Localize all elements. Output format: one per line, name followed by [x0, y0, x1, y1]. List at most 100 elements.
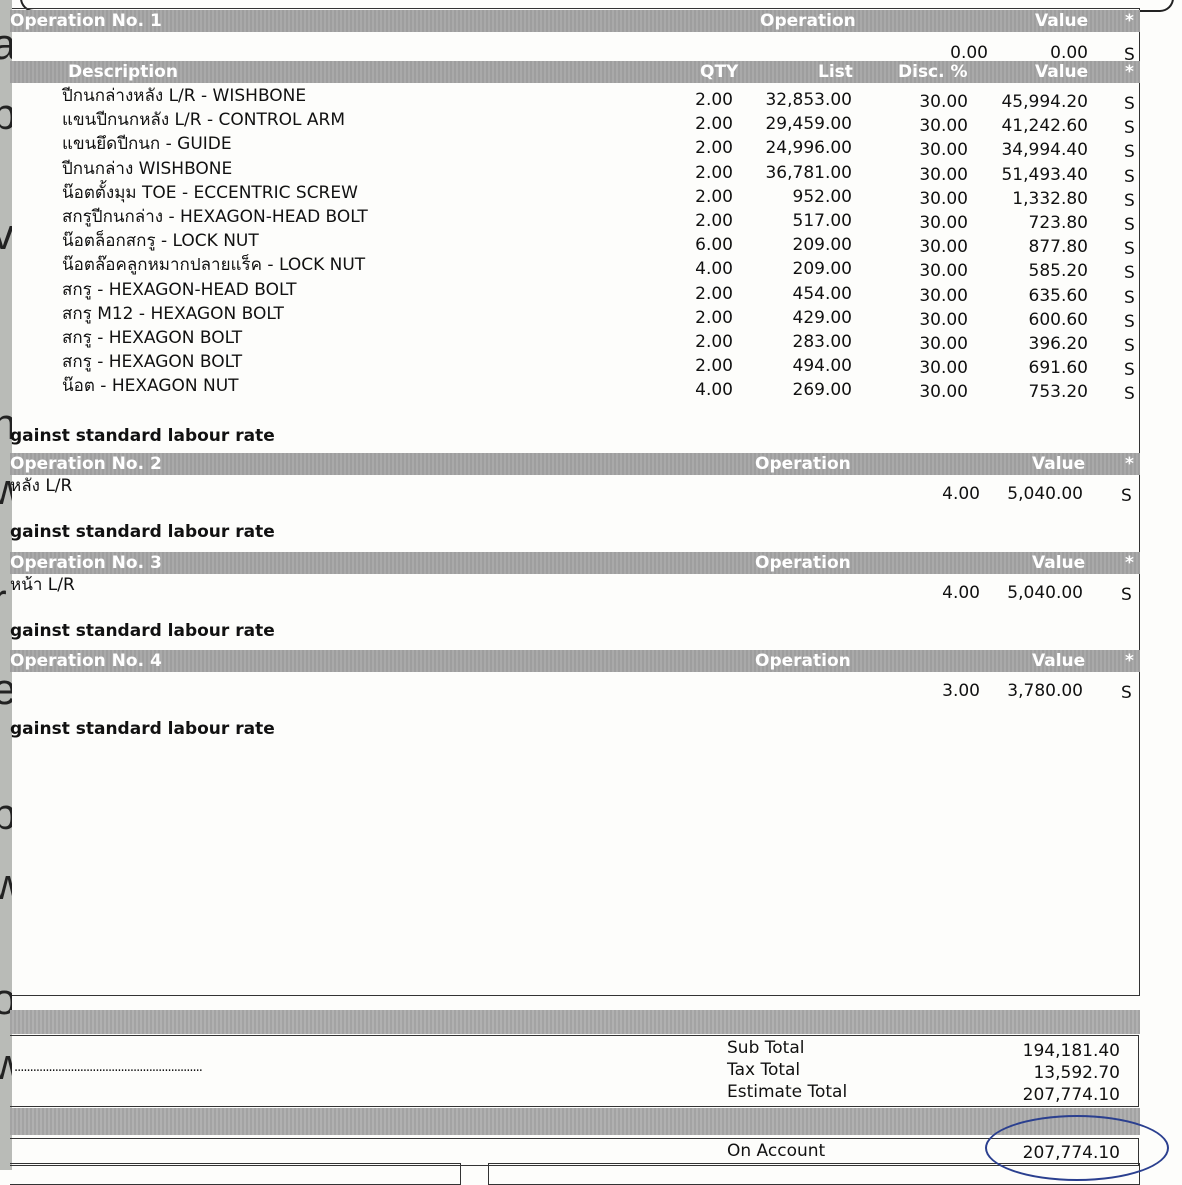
- parts-header: Description QTY List Disc. % Value *: [10, 61, 1140, 83]
- operation-title: Operation No. 2: [10, 454, 162, 474]
- part-value: 723.80: [1028, 213, 1088, 233]
- part-discount: 30.00: [919, 213, 968, 233]
- part-list-price: 494.00: [792, 356, 852, 377]
- part-list-price: 952.00: [792, 186, 852, 207]
- part-list-price: 429.00: [792, 307, 852, 328]
- operation-qty: 3.00: [942, 681, 980, 701]
- part-qty: 4.00: [695, 380, 733, 401]
- part-discount: 30.00: [919, 285, 968, 306]
- part-status: S: [1124, 360, 1135, 381]
- part-qty: 6.00: [695, 235, 733, 256]
- operation-status: S: [1121, 584, 1132, 605]
- part-list-price: 29,459.00: [765, 114, 852, 135]
- part-description: สกรูปีกนกล่าง - HEXAGON-HEAD BOLT: [62, 207, 368, 227]
- part-description: สกรู M12 - HEXAGON BOLT: [62, 303, 284, 324]
- disc-col: Disc. %: [898, 62, 968, 82]
- tax-total-label: Tax Total: [727, 1060, 801, 1080]
- operation-2-header: Operation No. 2 Operation Value *: [10, 453, 1140, 475]
- star-col: *: [1125, 62, 1134, 82]
- part-value: 585.20: [1028, 261, 1088, 282]
- part-qty: 2.00: [695, 307, 733, 328]
- part-qty: 2.00: [695, 162, 733, 183]
- tax-total-value: 13,592.70: [1033, 1063, 1120, 1083]
- operation-col: Operation: [760, 11, 856, 31]
- operation-status: S: [1121, 683, 1132, 703]
- part-description: สกรู - HEXAGON-HEAD BOLT: [62, 279, 297, 300]
- part-status: S: [1124, 336, 1135, 356]
- operation-title: Operation No. 3: [10, 552, 162, 573]
- operation-value: 0.00: [1050, 43, 1088, 63]
- part-value: 45,994.20: [1001, 92, 1088, 112]
- part-discount: 30.00: [919, 382, 968, 403]
- part-status: S: [1124, 311, 1135, 332]
- on-account-label: On Account: [727, 1141, 826, 1161]
- part-description: แขนยึดปีกนก - GUIDE: [62, 134, 232, 155]
- operation-title: Operation No. 4: [10, 651, 162, 671]
- part-description: น๊อตล๊อคลูกหมากปลายแร็ค - LOCK NUT: [62, 255, 366, 276]
- part-discount: 30.00: [919, 188, 968, 209]
- account-bar: [10, 1108, 1140, 1135]
- part-status: S: [1124, 384, 1135, 405]
- operation-qty: 4.00: [942, 484, 980, 504]
- value-col: Value: [1032, 651, 1086, 671]
- part-discount: 30.00: [919, 140, 968, 161]
- operation-4-header: Operation No. 4 Operation Value *: [10, 650, 1140, 672]
- estimate-total-value: 207,774.10: [1022, 1085, 1120, 1105]
- signature-line: ........................................…: [14, 1060, 203, 1075]
- adjacent-page-glyph: o: [0, 975, 12, 1025]
- description-col: Description: [68, 62, 178, 82]
- part-discount: 30.00: [919, 334, 968, 354]
- part-qty: 2.00: [695, 114, 733, 135]
- value-col: Value: [1035, 62, 1089, 82]
- part-value: 1,332.80: [1012, 188, 1088, 209]
- part-description: สกรู - HEXAGON BOLT: [62, 328, 243, 348]
- value-col: Value: [1032, 552, 1086, 573]
- part-value: 600.60: [1028, 309, 1088, 330]
- handwritten-circle-mark: [985, 1115, 1169, 1181]
- part-description: น๊อต - HEXAGON NUT: [62, 376, 239, 397]
- operation-value: 5,040.00: [1007, 484, 1083, 504]
- operation-value: 3,780.00: [1007, 681, 1083, 701]
- part-value: 41,242.60: [1001, 116, 1088, 137]
- star-col: *: [1125, 11, 1134, 31]
- part-list-price: 209.00: [792, 259, 852, 280]
- part-list-price: 517.00: [792, 211, 852, 231]
- part-qty: 2.00: [695, 138, 733, 159]
- adjacent-page-glyph: r: [0, 575, 12, 625]
- part-qty: 2.00: [695, 186, 733, 207]
- part-status: S: [1124, 118, 1135, 139]
- operation-1-header: Operation No. 1 Operation Value *: [10, 10, 1140, 32]
- estimate-total-label: Estimate Total: [727, 1082, 848, 1102]
- operation-col: Operation: [755, 454, 851, 474]
- part-list-price: 24,996.00: [765, 138, 852, 159]
- part-discount: 30.00: [919, 358, 968, 379]
- part-qty: 4.00: [695, 259, 733, 280]
- part-qty: 2.00: [695, 211, 733, 231]
- star-col: *: [1125, 552, 1134, 573]
- part-discount: 30.00: [919, 164, 968, 185]
- labour-note: gainst standard labour rate: [10, 426, 275, 446]
- operation-col: Operation: [755, 651, 851, 671]
- star-col: *: [1125, 454, 1134, 474]
- operation-3-header: Operation No. 3 Operation Value *: [10, 551, 1140, 574]
- operation-description: หลัง L/R: [10, 476, 73, 496]
- sub-total-label: Sub Total: [727, 1038, 805, 1058]
- part-value: 877.80: [1028, 237, 1088, 258]
- part-description: น๊อตตั้งมุม TOE - ECCENTRIC SCREW: [62, 182, 358, 203]
- part-discount: 30.00: [919, 237, 968, 258]
- adjacent-page-glyph: w: [0, 465, 12, 515]
- adjacent-page-strip: [0, 0, 12, 1170]
- part-status: S: [1124, 215, 1135, 235]
- operation-qty: 4.00: [942, 582, 980, 603]
- operation-status: S: [1121, 486, 1132, 506]
- adjacent-page-glyph: w: [0, 860, 12, 910]
- part-discount: 30.00: [919, 116, 968, 137]
- part-status: S: [1124, 263, 1135, 284]
- part-qty: 2.00: [695, 332, 733, 352]
- qty-col: QTY: [700, 62, 739, 82]
- part-value: 635.60: [1028, 285, 1088, 306]
- part-list-price: 269.00: [792, 380, 852, 401]
- part-status: S: [1124, 142, 1135, 163]
- star-col: *: [1125, 651, 1134, 671]
- adjacent-page-glyph: p: [0, 90, 12, 140]
